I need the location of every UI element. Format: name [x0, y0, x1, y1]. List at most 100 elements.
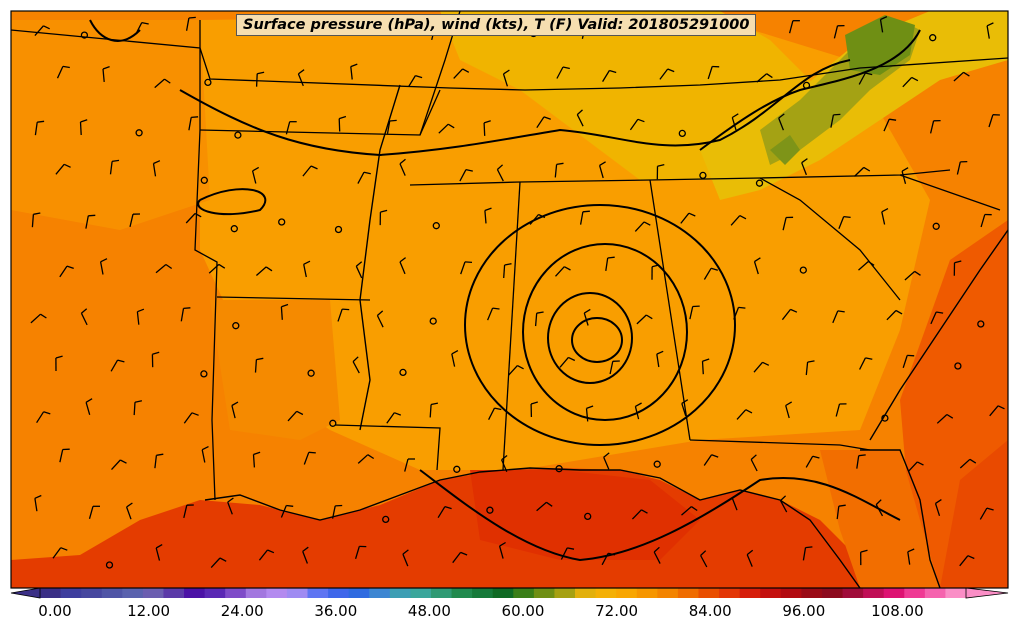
colorbar-swatch [780, 588, 802, 598]
colorbar-tick-label: 48.00 [407, 602, 451, 620]
wind-barb [437, 505, 452, 519]
wind-barb [34, 25, 50, 37]
wind-barb [498, 541, 506, 559]
wind-barb [703, 454, 719, 466]
wind-barb [102, 65, 110, 82]
wind-barb [508, 365, 524, 376]
wind-barb [656, 350, 664, 368]
wind-barb [151, 351, 160, 368]
colorbar-swatch [204, 588, 226, 598]
wind-barb [382, 515, 390, 524]
state-borders [11, 11, 1008, 501]
wind-barb [432, 222, 440, 230]
wind-barb [875, 499, 884, 517]
wind-barb [881, 414, 889, 422]
wind-barb [680, 212, 696, 224]
colorbar [10, 587, 1009, 599]
wind-barb [227, 497, 234, 515]
wind-barb [856, 454, 866, 469]
temperature-fill [11, 11, 1008, 588]
wind-barb [886, 309, 903, 321]
wind-barb [135, 129, 143, 137]
wind-barb [331, 504, 343, 519]
wind-barb [280, 504, 294, 518]
wind-barb [755, 179, 764, 187]
colorbar-swatch [81, 588, 103, 598]
wind-barb [399, 158, 406, 176]
wind-barb [901, 167, 909, 184]
wind-barb [111, 459, 127, 471]
colorbar-swatch [616, 588, 638, 598]
wind-barb [31, 212, 41, 228]
wind-barb [730, 215, 747, 226]
colorbar-swatch [739, 588, 761, 598]
wind-barb [303, 260, 311, 278]
colorbar-tick-label: 60.00 [501, 602, 545, 620]
wind-barb [251, 166, 260, 184]
wind-barb [953, 71, 970, 82]
wind-barb [453, 68, 470, 79]
colorbar-swatch [60, 588, 82, 598]
wind-barb [585, 405, 594, 422]
wind-barb [584, 512, 592, 521]
wind-barb [907, 548, 915, 565]
wind-barb [802, 81, 811, 90]
wind-barb [386, 412, 402, 424]
wind-barb [731, 493, 739, 511]
wind-barb [254, 357, 264, 373]
colorbar-swatch [40, 588, 62, 598]
wind-barb [860, 549, 868, 566]
wind-barb [830, 113, 841, 128]
wind-barb [154, 78, 171, 89]
colorbar-swatch [513, 588, 535, 598]
wind-barb [579, 210, 590, 225]
wind-barb [136, 308, 145, 325]
wind-barb [483, 120, 491, 136]
wind-barb [678, 129, 686, 138]
colorbar-right-arrow [965, 587, 1009, 599]
wind-barb [576, 109, 584, 127]
wind-barb [357, 454, 375, 464]
wind-barb [929, 34, 937, 42]
colorbar-swatch [430, 588, 453, 598]
wind-barb [778, 113, 785, 131]
colorbar-swatch [575, 588, 597, 598]
colorbar-swatch [657, 588, 679, 598]
wind-barb [836, 504, 846, 520]
wind-barb [155, 544, 163, 561]
colorbar-swatch [101, 588, 123, 598]
wind-barb [858, 260, 875, 271]
wind-barb [85, 214, 96, 229]
wind-barb [501, 454, 508, 473]
wind-barb [36, 411, 51, 424]
wind-barb [736, 409, 753, 420]
colorbar-swatch [595, 588, 617, 598]
colorbar-swatch [245, 588, 267, 598]
wind-barb [496, 164, 504, 182]
wind-barb [651, 264, 659, 280]
wind-barb [977, 320, 985, 328]
wind-barb [605, 256, 615, 271]
wind-barb [355, 261, 363, 279]
wind-barb [399, 368, 407, 377]
wind-barb [183, 504, 194, 519]
colorbar-tick-label: 108.00 [871, 602, 924, 620]
wind-barb [200, 370, 208, 378]
wind-barb [555, 465, 563, 473]
colorbar-left-arrow [10, 587, 41, 599]
wind-barb [835, 403, 847, 417]
colorbar-swatch [472, 588, 494, 598]
wind-barb [700, 550, 708, 568]
wind-barb [781, 308, 798, 321]
colorbar-swatch [389, 588, 411, 598]
wind-barb [379, 209, 388, 226]
colorbar-swatch [719, 588, 741, 598]
wind-barb [376, 310, 384, 328]
colorbar-tick-label: 24.00 [220, 602, 264, 620]
wind-barb [859, 357, 873, 370]
wind-barb [631, 509, 648, 520]
wind-barb [338, 115, 347, 132]
colorbar-tick-label: 96.00 [782, 602, 826, 620]
wind-barbs [30, 16, 1005, 569]
wind-barb [989, 405, 1005, 417]
